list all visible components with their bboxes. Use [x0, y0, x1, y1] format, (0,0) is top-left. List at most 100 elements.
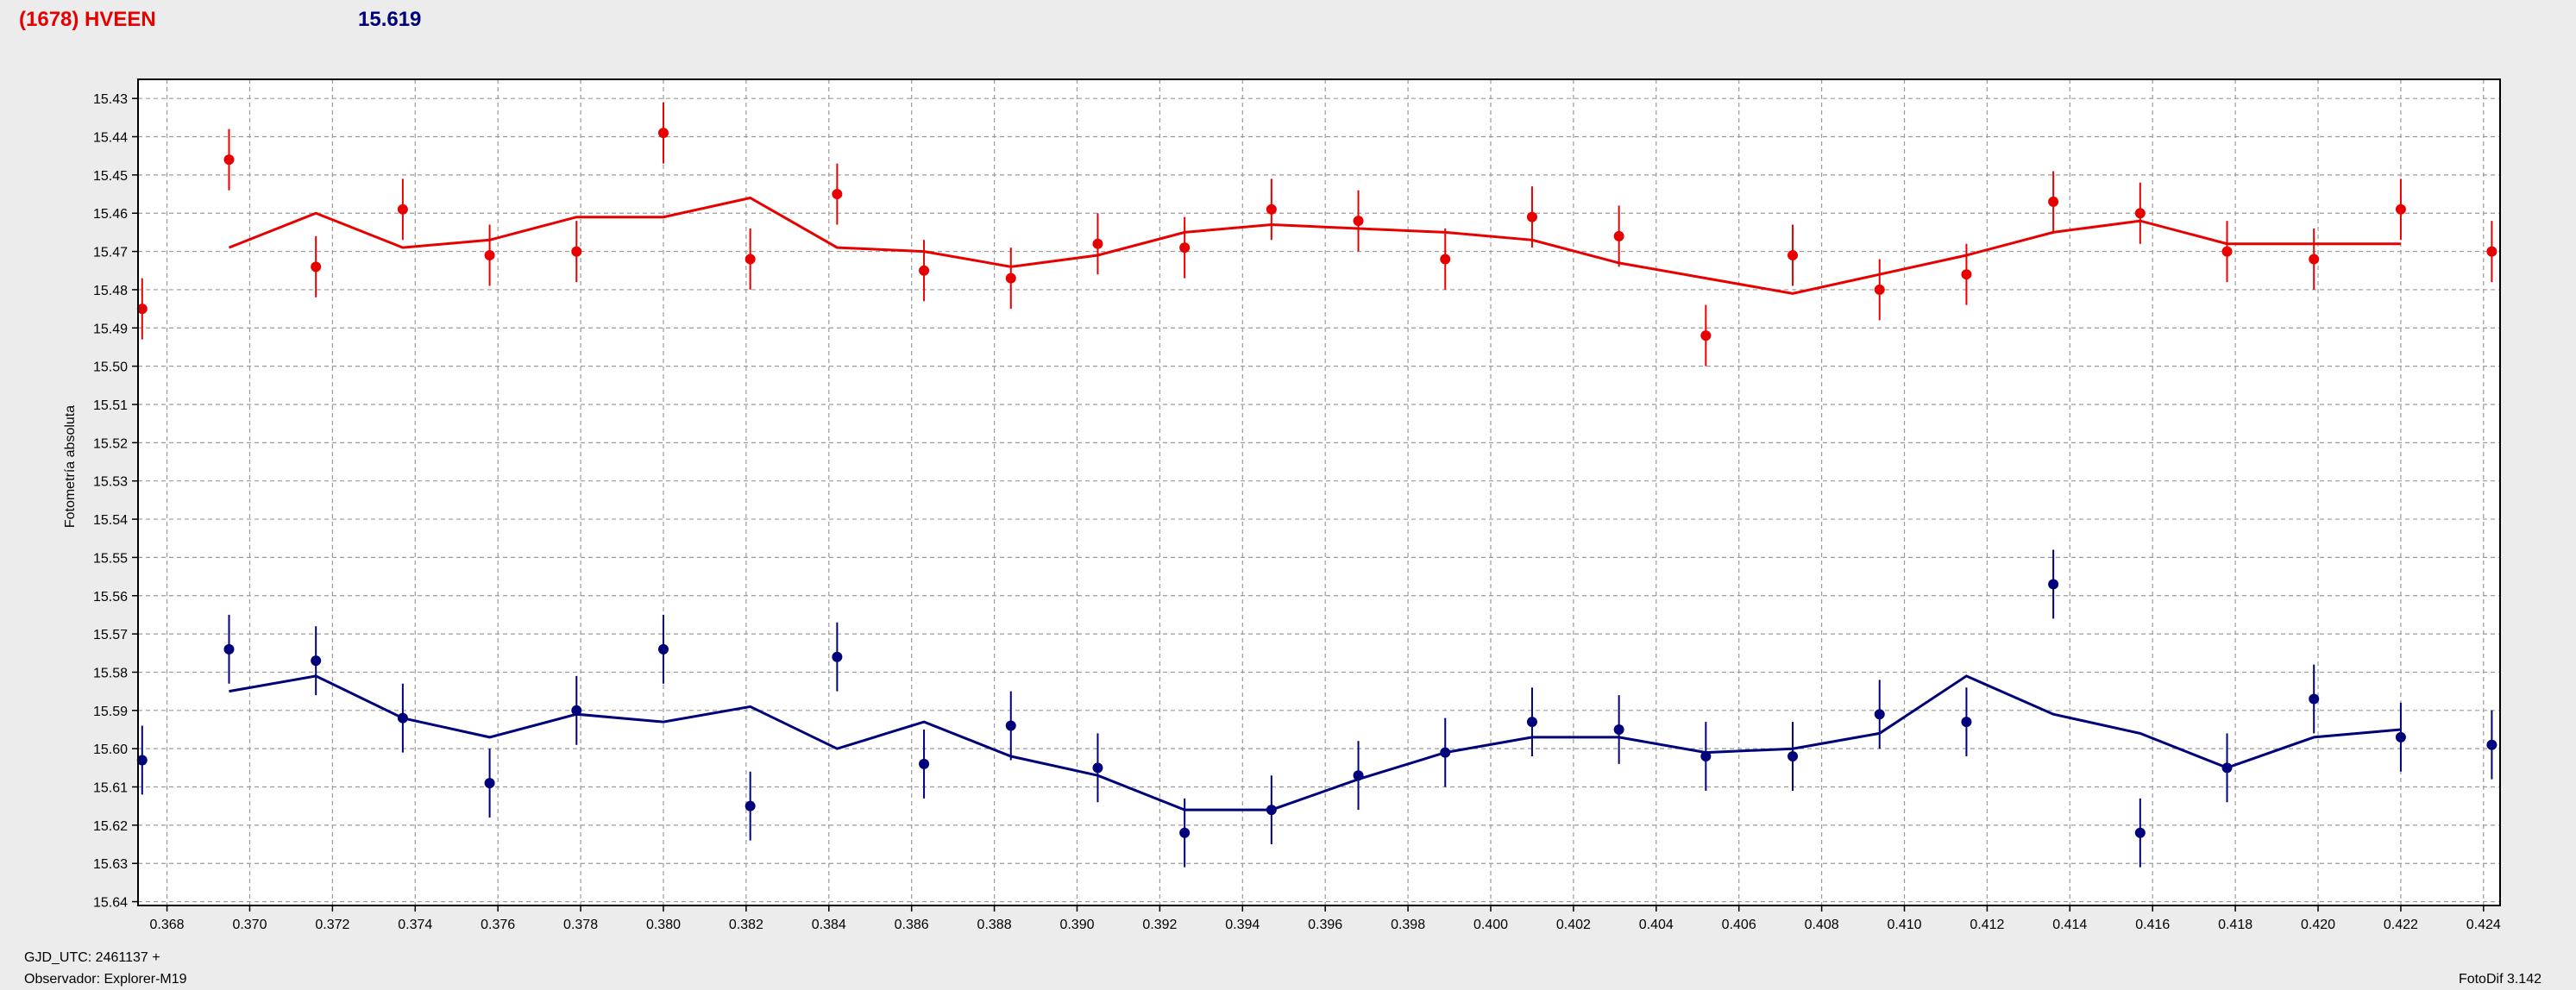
x-tick-label: 0.392 — [1142, 918, 1177, 932]
y-tick-label: 15.46 — [93, 207, 128, 222]
data-point — [1526, 717, 1537, 728]
y-tick-label: 15.53 — [93, 475, 128, 490]
x-tick-label: 0.372 — [315, 918, 349, 932]
data-point — [484, 778, 495, 789]
plot-border — [137, 78, 2501, 906]
data-point — [1961, 717, 1972, 728]
data-point — [657, 643, 669, 655]
data-point — [1526, 211, 1537, 222]
x-tick-label: 0.394 — [1225, 918, 1260, 932]
data-point — [832, 189, 843, 200]
data-point — [1005, 720, 1016, 731]
x-tick-label: 0.404 — [1639, 918, 1674, 932]
data-point — [745, 800, 756, 811]
data-point — [1961, 269, 1972, 280]
data-point — [832, 651, 843, 662]
y-tick-label: 15.47 — [93, 246, 128, 260]
fit-line-series-1 — [228, 196, 2401, 295]
y-tick-label: 15.58 — [93, 666, 128, 680]
x-tick-label: 0.380 — [646, 918, 681, 932]
fit-line-series-2 — [229, 674, 2402, 811]
x-tick-label: 0.396 — [1308, 918, 1342, 932]
axes — [132, 78, 2501, 912]
data-point — [1005, 273, 1016, 284]
x-tick-label: 0.388 — [977, 918, 1012, 932]
data-point — [1266, 204, 1277, 215]
y-tick-label: 15.63 — [93, 857, 128, 872]
x-tick-label: 0.400 — [1473, 918, 1508, 932]
data-point — [1092, 238, 1103, 249]
data-point — [745, 254, 756, 265]
x-tick-label: 0.370 — [232, 918, 267, 932]
gjd-label: GJD_UTC: 2461137 + — [24, 950, 160, 965]
y-tick-label: 15.59 — [93, 705, 128, 719]
grid — [138, 79, 2500, 905]
data-point — [1874, 709, 1885, 720]
data-points — [136, 128, 2497, 838]
y-tick-label: 15.61 — [93, 781, 128, 796]
data-point — [2134, 208, 2146, 219]
data-point — [1440, 747, 1451, 758]
y-tick-label: 15.52 — [93, 436, 128, 451]
x-tick-label: 0.418 — [2218, 918, 2252, 932]
x-tick-label: 0.416 — [2135, 918, 2170, 932]
x-tick-label: 0.424 — [2466, 918, 2501, 932]
y-tick-label: 15.44 — [93, 131, 128, 146]
data-point — [2309, 693, 2320, 705]
data-point — [1787, 250, 1799, 261]
x-tick-label: 0.412 — [1970, 918, 2004, 932]
data-point — [1353, 216, 1364, 227]
data-point — [223, 643, 235, 655]
data-point — [2048, 579, 2059, 590]
software-version: FotoDif 3.142 — [2458, 972, 2541, 987]
data-point — [2309, 254, 2320, 265]
data-point — [2486, 739, 2497, 750]
data-point — [1440, 254, 1451, 265]
data-point — [1613, 230, 1624, 241]
data-point — [2395, 204, 2406, 215]
y-tick-label: 15.49 — [93, 322, 128, 336]
observer-label: Observador: Explorer-M19 — [24, 972, 187, 987]
y-tick-label: 15.64 — [93, 896, 128, 911]
data-point — [397, 712, 408, 724]
y-tick-label: 15.45 — [93, 169, 128, 184]
y-tick-label: 15.55 — [93, 551, 128, 566]
x-tick-label: 0.408 — [1805, 918, 1839, 932]
x-tick-label: 0.374 — [398, 918, 432, 932]
y-tick-label: 15.48 — [93, 284, 128, 298]
y-tick-label: 15.43 — [93, 92, 128, 107]
x-tick-label: 0.422 — [2384, 918, 2418, 932]
object-magnitude: 15.619 — [358, 8, 422, 31]
data-point — [223, 154, 235, 166]
data-point — [919, 265, 930, 276]
y-tick-labels: 15.43 15.44 15.45 15.46 15.47 15.48 15.49 15.50… — [93, 92, 128, 910]
data-point — [136, 755, 148, 766]
y-tick-label: 15.57 — [93, 628, 128, 642]
x-tick-label: 0.420 — [2301, 918, 2335, 932]
fit-lines — [228, 196, 2402, 811]
data-point — [919, 758, 930, 769]
x-tick-label: 0.384 — [812, 918, 846, 932]
x-tick-label: 0.390 — [1059, 918, 1094, 932]
y-axis-label: Fotometría absoluta — [63, 405, 78, 528]
data-point — [1874, 284, 1885, 295]
data-point — [1179, 242, 1191, 254]
x-tick-label: 0.398 — [1391, 918, 1425, 932]
x-tick-label: 0.382 — [729, 918, 763, 932]
data-point — [2048, 196, 2059, 207]
data-point — [1700, 751, 1712, 762]
data-point — [1266, 805, 1277, 816]
y-tick-label: 15.50 — [93, 360, 128, 375]
data-point — [1092, 762, 1103, 774]
data-point — [2134, 827, 2146, 838]
data-point — [1179, 827, 1191, 838]
y-tick-label: 15.62 — [93, 819, 128, 834]
data-point — [657, 128, 669, 139]
x-tick-label: 0.402 — [1556, 918, 1591, 932]
data-point — [2395, 731, 2406, 742]
data-point — [1787, 751, 1799, 762]
data-point — [1353, 770, 1364, 781]
y-tick-label: 15.51 — [93, 398, 128, 413]
x-tick-label: 0.414 — [2052, 918, 2087, 932]
